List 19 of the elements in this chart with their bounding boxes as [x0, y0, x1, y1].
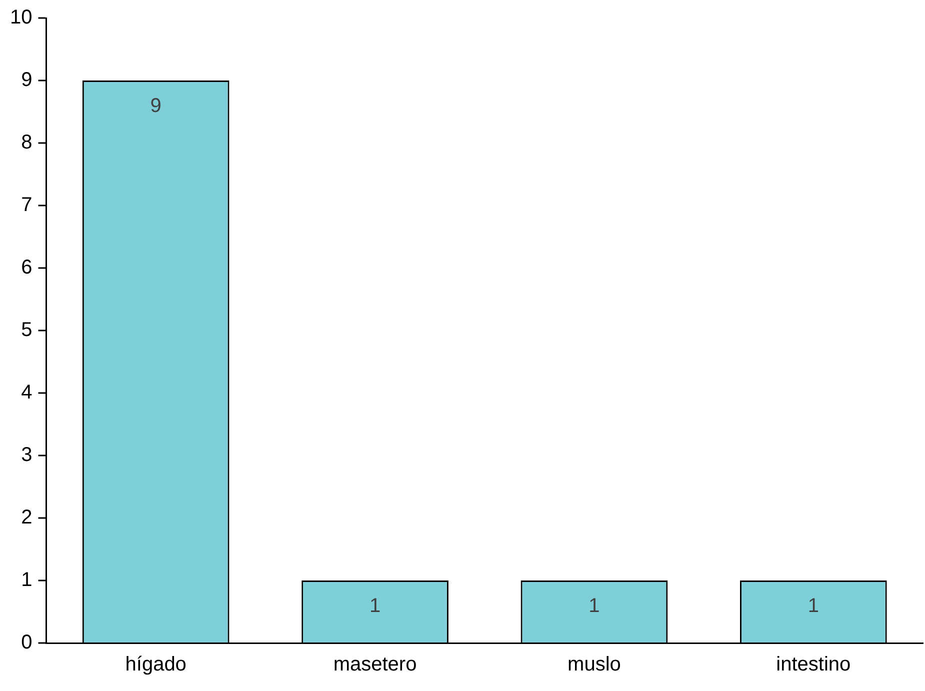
y-tick-label: 5: [21, 319, 32, 342]
x-tick-label: hígado: [125, 654, 186, 676]
data-label: 1: [369, 595, 381, 618]
y-tick-label: 10: [10, 6, 32, 29]
x-tick-label: muslo: [568, 654, 621, 676]
data-label: 9: [150, 95, 162, 118]
data-label: 1: [588, 595, 600, 618]
y-tick-label: 7: [21, 194, 32, 216]
y-tick-label: 0: [21, 632, 32, 654]
y-tick-label: 8: [21, 132, 32, 154]
y-tick-label: 1: [21, 569, 32, 592]
y-tick-label: 9: [21, 69, 32, 92]
data-label: 1: [808, 595, 819, 618]
y-tick-label: 3: [21, 444, 32, 466]
y-tick-label: 4: [21, 382, 32, 404]
x-tick-label: intestino: [776, 654, 851, 676]
x-tick-label: masetero: [333, 654, 417, 676]
y-tick-label: 6: [21, 256, 32, 279]
y-tick-label: 2: [21, 506, 32, 529]
